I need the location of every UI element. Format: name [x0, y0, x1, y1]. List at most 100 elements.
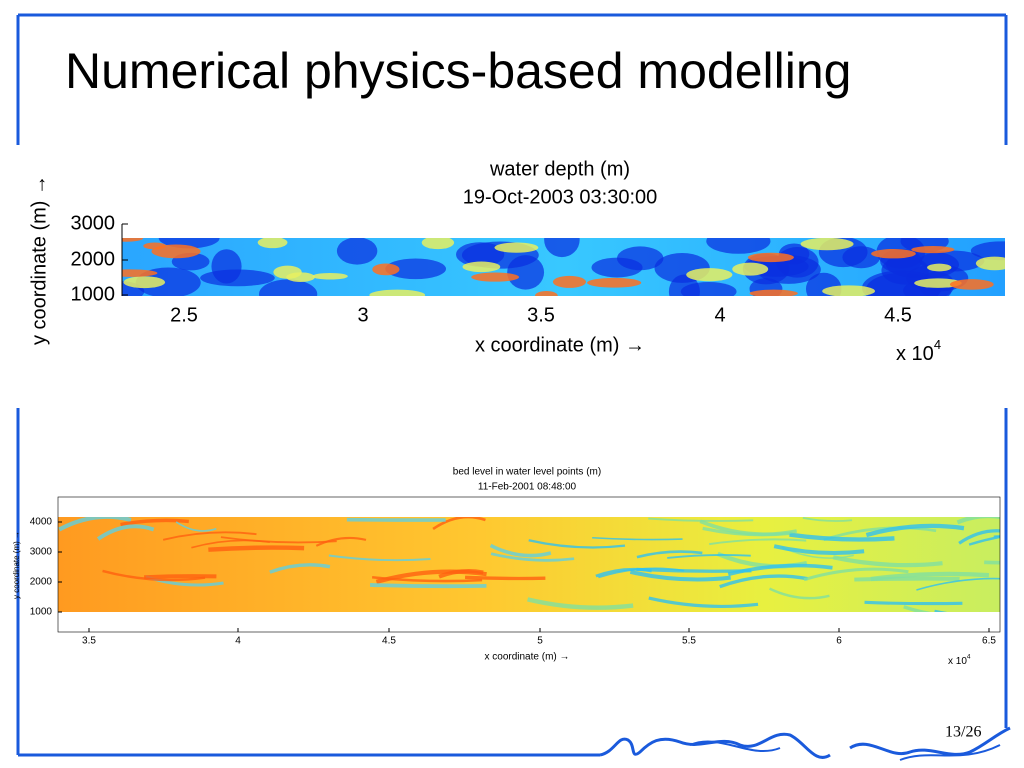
y-tick-label: 4000 — [30, 517, 53, 528]
x-axis-label: x coordinate (m) → — [475, 334, 645, 356]
map-streak — [648, 596, 759, 609]
x-tick-label: 4 — [235, 636, 241, 647]
map-patch — [456, 242, 505, 267]
map-patch — [336, 238, 378, 265]
x-tick-label: 6.5 — [982, 636, 996, 647]
map-patch — [494, 242, 539, 253]
multiplier-part: x 10 — [896, 343, 934, 365]
y-tick-label: 3000 — [71, 212, 116, 234]
x-axis-label: x coordinate (m) → — [484, 652, 569, 663]
map-streak — [96, 524, 155, 541]
map-streak — [984, 560, 1000, 565]
map-streak — [865, 523, 965, 538]
y-axis-label: y coordinate (m) → — [12, 531, 21, 599]
map-streak — [144, 574, 217, 580]
y-tick-label: 1000 — [71, 283, 116, 305]
figure: water depth (m) 19-Oct-2003 03:30:00 3000 2… — [28, 158, 941, 365]
slide-frame — [16, 13, 1011, 761]
map-patch — [706, 238, 771, 254]
x-tick-label: 4.5 — [382, 636, 396, 647]
map-streak — [191, 539, 270, 549]
map-patch — [273, 265, 302, 279]
map-patch — [535, 290, 558, 296]
y-tick-label: 2000 — [71, 248, 116, 270]
map-streak — [956, 517, 1000, 525]
map-patch — [822, 285, 875, 296]
figure-title: bed level in water level points (m) — [453, 467, 601, 478]
map-streak — [832, 555, 943, 568]
slide-title: Numerical physics-based modelling — [65, 43, 851, 99]
figure-title: 19-Oct-2003 03:30:00 — [463, 186, 658, 208]
map-streak — [916, 577, 1000, 591]
map-streak — [934, 609, 948, 612]
map-streak — [870, 571, 990, 582]
map-patch — [949, 279, 994, 290]
y-tick-label: 3000 — [30, 547, 53, 558]
x-tick-label: 3.5 — [82, 636, 96, 647]
map-patch — [471, 272, 520, 282]
map-streak — [102, 569, 206, 582]
map-patch — [927, 263, 952, 272]
map-patch — [151, 244, 201, 259]
map-streak — [438, 569, 484, 579]
x-tick-label: 3 — [357, 304, 368, 326]
x-tick-label: 3.5 — [527, 304, 555, 326]
map-streak — [968, 535, 1000, 546]
map-streak — [854, 576, 960, 582]
x-tick-label: 2.5 — [170, 304, 198, 326]
map-patch — [747, 252, 794, 263]
map-streak — [823, 526, 937, 542]
map-patch — [881, 256, 929, 285]
map-streak — [699, 519, 798, 536]
map-streak — [592, 536, 683, 541]
water-depth-map — [122, 238, 1005, 296]
map-patch — [552, 275, 586, 288]
map-patch — [122, 269, 158, 277]
map-streak — [667, 554, 751, 559]
map-streak — [432, 517, 486, 531]
map-patch — [587, 277, 642, 288]
map-streak — [527, 597, 634, 610]
map-patch — [732, 262, 769, 276]
map-streak — [58, 517, 132, 532]
map-patch — [911, 246, 955, 254]
map-streak — [490, 552, 575, 562]
x-tick-label: 4.5 — [884, 304, 912, 326]
map-patch — [385, 258, 447, 280]
map-patch — [544, 238, 580, 258]
map-streak — [371, 575, 483, 583]
multiplier-part: x 10 — [948, 656, 967, 667]
figure: bed level in water level points (m) 11-Fe… — [12, 467, 1001, 667]
map-streak — [208, 545, 305, 552]
map-patch — [776, 247, 819, 278]
map-patch — [616, 246, 664, 271]
axis-multiplier: x 104 — [896, 337, 941, 365]
map-patch — [372, 263, 400, 276]
x-tick-label: 5.5 — [682, 636, 696, 647]
map-patch — [749, 289, 798, 296]
map-streak — [120, 518, 189, 527]
map-patch — [369, 289, 426, 296]
map-streak — [595, 567, 652, 578]
map-patch — [749, 278, 783, 296]
map-patch — [257, 238, 288, 249]
map-patch — [914, 278, 962, 288]
map-streak — [629, 569, 731, 582]
map-patch — [842, 246, 881, 269]
map-streak — [528, 539, 626, 549]
map-patch — [507, 255, 545, 290]
y-axis-label: y coordinate (m) → — [28, 175, 50, 345]
map-streak — [489, 543, 552, 558]
figure-title: 11-Feb-2001 08:48:00 — [478, 482, 577, 493]
map-streak — [803, 567, 909, 582]
map-streak — [175, 521, 217, 532]
bed-level-map — [58, 517, 1000, 612]
map-patch — [258, 279, 318, 296]
map-streak — [802, 517, 853, 522]
map-patch — [871, 248, 916, 259]
map-streak — [315, 536, 367, 547]
page-number: 13/26 — [945, 724, 981, 741]
map-streak — [636, 567, 752, 573]
map-streak — [162, 531, 257, 541]
map-streak — [789, 532, 895, 542]
